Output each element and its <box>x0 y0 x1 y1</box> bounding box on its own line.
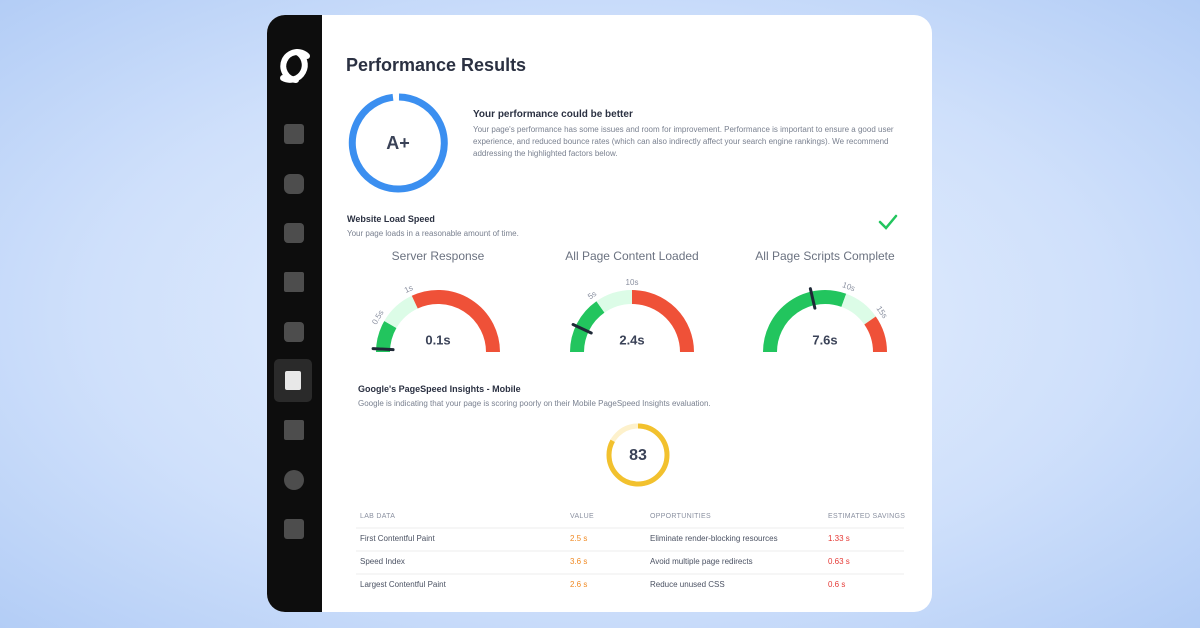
table-cell: Avoid multiple page redirects <box>650 557 753 566</box>
nav-icon[interactable] <box>284 470 304 490</box>
table-cell: First Contentful Paint <box>360 534 435 543</box>
nav-icon[interactable] <box>284 519 304 539</box>
gauge-value: 0.1s <box>425 332 450 347</box>
gauge-zone-bad <box>411 290 500 353</box>
section-subtitle: Your page loads in a reasonable amount o… <box>347 229 519 238</box>
gauge-needle <box>371 347 395 352</box>
nav-icon[interactable] <box>284 322 304 342</box>
check-icon <box>878 214 898 230</box>
table-cell: 0.63 s <box>828 557 850 566</box>
gauge-zone-bad <box>631 290 694 353</box>
table-cell: 2.6 s <box>570 580 588 589</box>
gauge-zone-ok <box>841 293 876 325</box>
nav-icon <box>285 371 301 390</box>
section-subtitle: Google is indicating that your page is s… <box>358 399 711 408</box>
gauge-zone-good <box>376 321 397 353</box>
gauge-needle <box>571 323 593 335</box>
nav-icon[interactable] <box>284 174 304 194</box>
gauge-zone-ok <box>596 290 633 313</box>
gauge-zone-good <box>570 301 605 353</box>
table-header: OPPORTUNITIES <box>650 513 711 520</box>
gauge-zone-ok <box>384 295 419 329</box>
gauge-value: 7.6s <box>812 332 837 347</box>
grade-heading: Your performance could be better <box>473 109 633 120</box>
sidebar-icons <box>274 124 312 539</box>
grade-label: A+ <box>386 133 410 153</box>
gauge-title: All Page Content Loaded <box>565 249 698 263</box>
table-cell: Reduce unused CSS <box>650 580 725 589</box>
table-cell: 0.6 s <box>828 580 846 589</box>
score-value: 83 <box>629 447 647 464</box>
nav-icon[interactable] <box>284 420 304 440</box>
grade-ring <box>348 93 448 193</box>
table-cell: Speed Index <box>360 557 405 566</box>
table-header: LAB DATA <box>360 513 396 520</box>
table-cell: Eliminate render-blocking resources <box>650 534 778 543</box>
gauge-tick-label: 10s <box>841 280 856 293</box>
gauge-title: Server Response <box>392 249 485 263</box>
nav-icon[interactable] <box>284 124 304 144</box>
logo <box>280 49 310 83</box>
table-cell: 2.5 s <box>570 534 588 543</box>
gauge-tick-label: 10s <box>626 278 639 287</box>
nav-icon[interactable] <box>284 223 304 243</box>
sidebar <box>267 15 322 612</box>
gauge-tick-label: 1s <box>403 283 414 295</box>
table-header: ESTIMATED SAVINGS <box>828 513 906 520</box>
gauge-value: 2.4s <box>619 332 644 347</box>
table-cell: Largest Contentful Paint <box>360 580 446 589</box>
table-header: VALUE <box>570 513 594 520</box>
table-cell: 3.6 s <box>570 557 588 566</box>
table-cell: 1.33 s <box>828 534 850 543</box>
gauge-zone-good <box>763 290 847 353</box>
section-title: Google's PageSpeed Insights - Mobile <box>358 384 521 394</box>
gauge-zone-bad <box>864 316 887 353</box>
grade-description: Your page's performance has some issues … <box>473 125 894 158</box>
gauge-title: All Page Scripts Complete <box>755 249 895 263</box>
gauge-tick-label: 5s <box>586 289 598 301</box>
page-title: Performance Results <box>346 55 527 75</box>
nav-icon[interactable] <box>284 272 304 292</box>
gauge-needle <box>808 287 817 310</box>
section-title: Website Load Speed <box>347 214 435 224</box>
score-ring <box>606 423 670 487</box>
